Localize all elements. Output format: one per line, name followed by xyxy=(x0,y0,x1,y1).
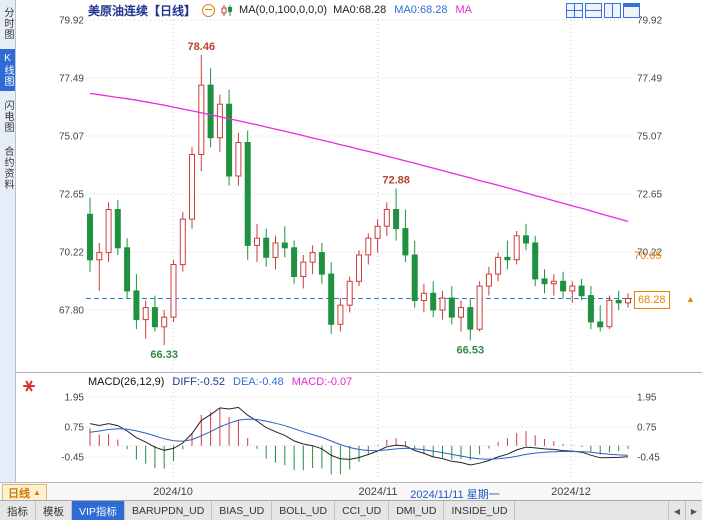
tab-dmi[interactable]: DMI_UD xyxy=(389,501,445,520)
tab-boll[interactable]: BOLL_UD xyxy=(272,501,336,520)
svg-text:70.22: 70.22 xyxy=(637,248,662,259)
layout-single-window-icon[interactable] xyxy=(623,3,640,18)
instrument-title: 美原油连续【日线】 xyxy=(88,2,196,18)
indicator-settings-icon[interactable] xyxy=(23,380,35,392)
layout-horizontal-split-icon[interactable] xyxy=(585,3,602,18)
tab-inside[interactable]: INSIDE_UD xyxy=(444,501,516,520)
macd-params-label: MACD(26,12,9) xyxy=(88,376,165,388)
svg-text:79.92: 79.92 xyxy=(637,16,662,27)
price-tag-70.05: 70.05 xyxy=(634,250,662,262)
ma-settings-label: MA(0,0,100,0,0,0) xyxy=(239,4,328,16)
x-axis-strip: 日线 ▲ 2024/10 2024/11 2024/11/11 星期一 2024/12 xyxy=(0,482,702,501)
sidebar-item-kline-chart[interactable]: K线图 xyxy=(0,49,15,91)
svg-text:-0.45: -0.45 xyxy=(637,453,660,464)
svg-text:-0.45: -0.45 xyxy=(61,453,84,464)
chart-header: 美原油连续【日线】 MA(0,0,100,0,0,0) MA0:68.28 MA0… xyxy=(88,2,562,18)
price-annotation: 78.46 xyxy=(188,41,216,53)
indicator-tabbar: 指标 模板 VIP指标 BARUPDN_UD BIAS_UD BOLL_UD CCI_UD D… xyxy=(0,500,702,520)
macd-values: DIFF:-0.52 DEA:-0.48 MACD:-0.07 xyxy=(172,376,360,388)
xaxis-label: 2024/10 xyxy=(153,486,193,498)
ma-value: MA xyxy=(455,4,473,16)
macd-value: DEA:-0.48 xyxy=(233,376,284,388)
sidebar-item-contract-info[interactable]: 合约资料 xyxy=(2,146,13,190)
macd-header: MACD(26,12,9) DIFF:-0.52 DEA:-0.48 MACD:-0… xyxy=(88,376,360,388)
xaxis-label: 2024/12 xyxy=(551,486,591,498)
tab-bias[interactable]: BIAS_UD xyxy=(212,501,273,520)
tab-barupdn[interactable]: BARUPDN_UD xyxy=(125,501,213,520)
instrument-name: 美原油连续 xyxy=(88,3,149,18)
macd-value: MACD:-0.07 xyxy=(291,376,353,388)
macd-value: DIFF:-0.52 xyxy=(172,376,225,388)
svg-text:70.22: 70.22 xyxy=(59,248,84,259)
window-layout-icons xyxy=(566,3,640,18)
svg-text:0.75: 0.75 xyxy=(637,423,657,434)
price-marker-icon: ▲ xyxy=(686,294,695,304)
price-annotation: 66.33 xyxy=(150,349,178,361)
period-label: 日线 xyxy=(8,487,30,500)
svg-text:67.80: 67.80 xyxy=(59,306,84,317)
svg-text:77.49: 77.49 xyxy=(59,74,84,85)
indicator-legend-icon xyxy=(221,4,233,16)
tab-scroll-right-button[interactable]: ▶ xyxy=(685,501,702,520)
price-chart-canvas[interactable]: 79.92 77.49 75.07 72.65 70.22 67.80 79.92 77.49… xyxy=(0,0,702,482)
xaxis-selected-date: 2024/11/11 星期一 xyxy=(410,489,500,501)
period-tag: 【日线】 xyxy=(148,3,197,18)
sidebar-item-lightning-chart[interactable]: 闪电图 xyxy=(2,100,13,133)
period-selector-button[interactable]: 日线 ▲ xyxy=(2,484,47,501)
collapse-icon[interactable] xyxy=(202,3,216,17)
svg-text:72.65: 72.65 xyxy=(637,190,662,201)
svg-text:79.92: 79.92 xyxy=(59,16,84,27)
tab-cci[interactable]: CCI_UD xyxy=(335,501,390,520)
ma-values: MA0:68.28 MA0:68.28 MA xyxy=(333,4,480,16)
price-tag-68.28: 68.28 xyxy=(634,291,670,309)
dropdown-arrow-icon: ▲ xyxy=(33,488,41,497)
svg-text:1.95: 1.95 xyxy=(637,393,657,404)
price-annotation: 72.88 xyxy=(382,174,410,186)
price-annotation: 66.53 xyxy=(457,344,485,356)
svg-text:0.75: 0.75 xyxy=(65,423,85,434)
svg-text:72.65: 72.65 xyxy=(59,190,84,201)
svg-text:77.49: 77.49 xyxy=(637,74,662,85)
layout-vertical-split-icon[interactable] xyxy=(604,3,621,18)
svg-text:75.07: 75.07 xyxy=(59,132,84,143)
layout-quad-icon[interactable] xyxy=(566,3,583,18)
xaxis-label: 2024/11 xyxy=(358,486,398,498)
tab-template[interactable]: 模板 xyxy=(36,501,72,520)
ma-value: MA0:68.28 xyxy=(394,4,448,16)
sidebar: 分时图 K线图闪电图合约资料 xyxy=(0,0,16,485)
ma-value: MA0:68.28 xyxy=(333,4,387,16)
svg-text:1.95: 1.95 xyxy=(65,393,85,404)
sidebar-item-time-chart[interactable]: 分时图 xyxy=(2,7,13,40)
tab-indicator[interactable]: 指标 xyxy=(0,501,36,520)
tab-scroll-left-button[interactable]: ◀ xyxy=(668,501,685,520)
tab-vip-indicator[interactable]: VIP指标 xyxy=(72,501,125,520)
svg-text:75.07: 75.07 xyxy=(637,132,662,143)
